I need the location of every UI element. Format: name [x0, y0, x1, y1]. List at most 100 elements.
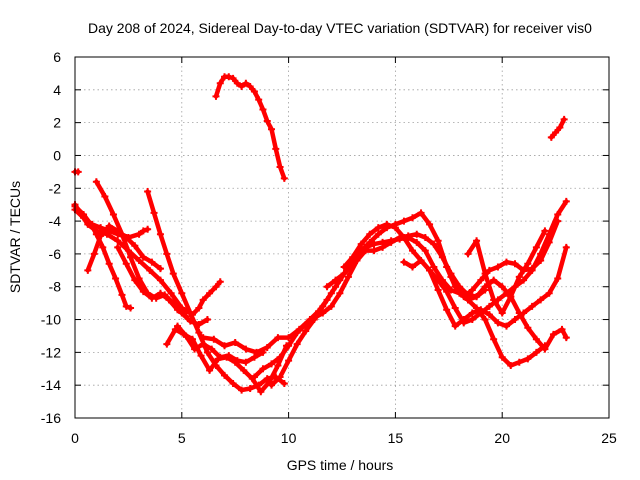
data-point — [374, 230, 382, 238]
data-point — [413, 238, 421, 246]
data-point — [421, 247, 429, 255]
data-point — [340, 263, 348, 271]
data-point — [174, 322, 182, 330]
data-point — [169, 270, 177, 278]
data-point — [537, 250, 545, 258]
series-track-16 — [400, 243, 570, 330]
y-tick-label: 2 — [53, 115, 61, 131]
data-point — [562, 197, 570, 205]
data-point — [426, 220, 434, 228]
y-tick-labels: -16 -14 -12 -10 -8 -6 -4 -2 0 2 4 6 — [41, 49, 61, 426]
grid-lines — [75, 57, 609, 418]
data-point — [139, 227, 147, 235]
y-tick-label: -2 — [49, 180, 62, 196]
data-point — [515, 273, 523, 281]
series-track-6 — [114, 243, 190, 320]
data-point — [285, 357, 293, 365]
data-point — [374, 224, 382, 232]
data-point — [233, 79, 241, 87]
data-point — [455, 286, 463, 294]
data-point — [541, 345, 549, 353]
data-point — [182, 312, 190, 320]
series-line — [145, 189, 287, 393]
data-point — [203, 316, 211, 324]
data-point — [101, 192, 109, 200]
data-point — [498, 309, 506, 317]
data-point — [199, 296, 207, 304]
data-point — [498, 353, 506, 361]
y-tick-label: -6 — [49, 246, 62, 262]
data-point — [268, 381, 276, 389]
data-point — [203, 348, 211, 356]
data-point — [421, 234, 429, 241]
data-point — [545, 289, 553, 297]
data-point — [547, 133, 555, 141]
data-point — [156, 230, 164, 238]
data-point — [97, 224, 105, 232]
data-point — [156, 276, 164, 284]
data-point — [221, 371, 229, 379]
series-line — [213, 74, 287, 181]
data-point — [229, 74, 237, 82]
data-point — [366, 238, 374, 246]
data-point — [340, 270, 348, 278]
data-point — [460, 316, 468, 324]
data-point — [250, 373, 258, 381]
data-point — [240, 366, 248, 374]
y-tick-label: 4 — [53, 82, 61, 98]
x-axis-label: GPS time / hours — [287, 457, 394, 473]
data-point — [276, 373, 284, 381]
data-point — [238, 386, 246, 394]
data-point — [545, 230, 553, 238]
data-point — [556, 124, 564, 132]
data-point — [216, 79, 224, 87]
axis-ticks — [74, 56, 610, 419]
data-point — [464, 250, 472, 258]
data-point — [144, 188, 152, 196]
x-tick-label: 25 — [601, 430, 617, 446]
data-point — [139, 288, 147, 296]
data-point — [174, 306, 182, 314]
data-point — [532, 348, 540, 356]
data-point — [257, 388, 265, 396]
plot-frame — [74, 56, 610, 419]
x-tick-label: 5 — [178, 430, 186, 446]
data-point — [554, 275, 562, 283]
x-tick-labels: 0 5 10 15 20 25 — [71, 430, 617, 446]
data-point — [268, 360, 276, 368]
data-point — [434, 237, 442, 245]
data-point — [182, 332, 190, 340]
data-point — [443, 263, 451, 271]
data-point — [515, 358, 523, 366]
data-point — [332, 276, 340, 284]
data-point — [447, 273, 455, 281]
data-point — [118, 291, 126, 299]
data-point — [148, 258, 156, 266]
data-point — [242, 358, 250, 366]
y-tick-label: 6 — [53, 49, 61, 65]
data-point — [212, 92, 220, 100]
y-tick-label: -14 — [41, 377, 61, 393]
data-point — [216, 278, 224, 286]
data-point — [387, 237, 395, 245]
data-point — [408, 263, 416, 271]
data-point — [206, 289, 214, 297]
data-point — [122, 260, 130, 268]
data-point — [485, 302, 493, 310]
data-point — [494, 263, 502, 271]
data-point — [92, 230, 100, 238]
data-point — [344, 273, 352, 281]
series-line — [465, 228, 548, 316]
data-point — [319, 302, 327, 310]
data-point — [109, 211, 117, 219]
data-point — [400, 234, 408, 241]
data-point — [560, 115, 568, 123]
data-point — [370, 247, 378, 255]
series-track-18 — [464, 227, 549, 317]
data-point — [250, 87, 258, 95]
data-point — [285, 342, 293, 350]
data-point — [302, 327, 310, 335]
data-point — [426, 266, 434, 274]
data-point — [74, 168, 82, 176]
data-point — [274, 361, 282, 369]
